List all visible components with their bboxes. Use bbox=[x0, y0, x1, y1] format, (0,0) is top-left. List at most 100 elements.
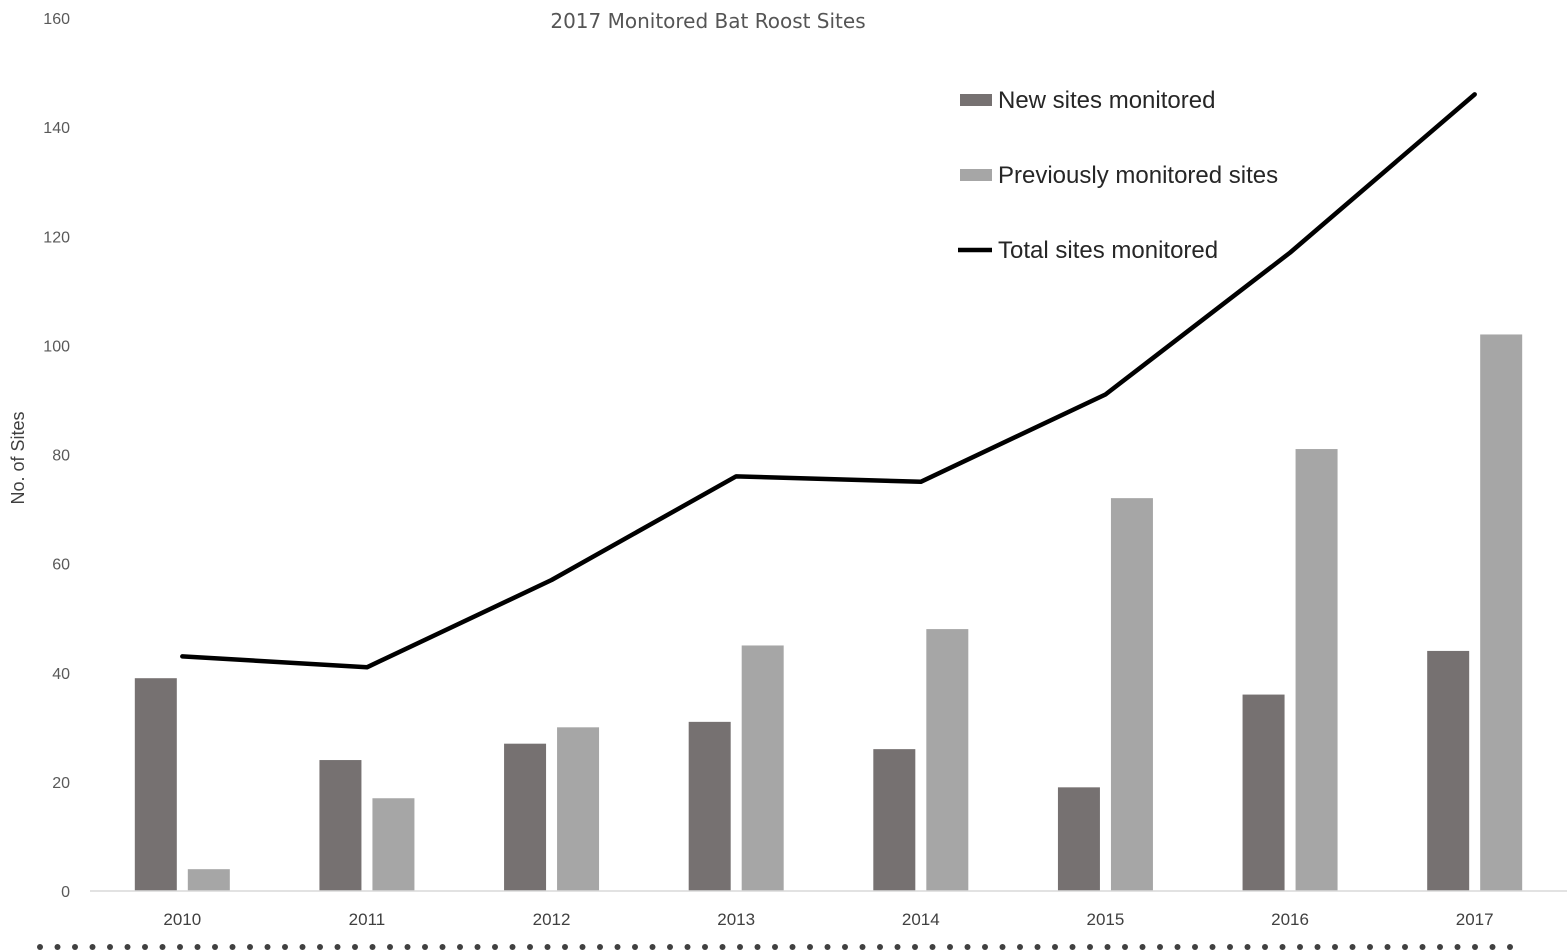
y-tick-label: 100 bbox=[43, 338, 70, 355]
border-dot bbox=[159, 944, 166, 950]
legend-label: Previously monitored sites bbox=[998, 162, 1278, 189]
border-dot bbox=[1489, 944, 1496, 950]
bar-new-2014 bbox=[873, 749, 916, 891]
y-axis-ticks: 0 20 40 60 80 100 120 140 160 bbox=[43, 11, 70, 901]
border-dot bbox=[684, 944, 691, 950]
chart-title: 2017 Monitored Bat Roost Sites bbox=[550, 9, 865, 33]
x-tick-label: 2014 bbox=[902, 910, 940, 929]
y-tick-label: 120 bbox=[43, 229, 70, 246]
border-dot bbox=[912, 944, 918, 950]
border-dot bbox=[1174, 944, 1181, 950]
bar-previous-2011 bbox=[372, 798, 415, 891]
bar-new-2016 bbox=[1242, 694, 1285, 891]
bar-previous-2017 bbox=[1480, 334, 1523, 891]
border-dot bbox=[789, 944, 796, 950]
border-dot bbox=[1507, 944, 1513, 950]
border-dot bbox=[772, 944, 778, 950]
bar-previous-2016 bbox=[1295, 449, 1338, 891]
line-total-sites bbox=[180, 92, 1477, 670]
border-dot bbox=[1349, 944, 1356, 950]
y-axis-label: No. of Sites bbox=[8, 411, 28, 504]
border-dot bbox=[737, 944, 743, 950]
decorative-dotted-border bbox=[37, 944, 1513, 950]
bar-new-2011 bbox=[319, 760, 362, 891]
border-dot bbox=[37, 944, 43, 950]
y-tick-label: 160 bbox=[43, 11, 70, 28]
border-dot bbox=[1017, 944, 1023, 950]
border-dot bbox=[1437, 944, 1443, 950]
bar-previous-2010 bbox=[187, 869, 230, 891]
border-dot bbox=[317, 944, 323, 950]
border-dot bbox=[842, 944, 848, 950]
border-dot bbox=[509, 944, 516, 950]
legend-swatch bbox=[960, 94, 992, 106]
legend-swatch bbox=[960, 169, 992, 181]
bar-previous-2013 bbox=[741, 645, 784, 891]
x-tick-label: 2016 bbox=[1271, 910, 1309, 929]
border-dot bbox=[194, 944, 201, 950]
border-dot bbox=[229, 944, 236, 950]
x-axis-ticks: 2010 2011 2012 2013 2014 2015 2016 2017 bbox=[163, 910, 1493, 929]
x-tick-label: 2010 bbox=[163, 910, 201, 929]
bars-group bbox=[134, 334, 1523, 891]
x-tick-label: 2015 bbox=[1087, 910, 1125, 929]
legend-label: New sites monitored bbox=[998, 87, 1215, 114]
border-dot bbox=[247, 944, 253, 950]
border-dot bbox=[1279, 944, 1286, 950]
border-dot bbox=[422, 944, 428, 950]
border-dot bbox=[824, 944, 831, 950]
border-dot bbox=[1104, 944, 1111, 950]
border-dot bbox=[369, 944, 376, 950]
border-dot bbox=[1069, 944, 1076, 950]
border-dot bbox=[334, 944, 341, 950]
bar-new-2017 bbox=[1427, 650, 1470, 891]
bar-new-2012 bbox=[504, 743, 547, 891]
border-dot bbox=[1472, 944, 1478, 950]
bar-new-2010 bbox=[134, 678, 177, 891]
x-tick-label: 2012 bbox=[533, 910, 571, 929]
border-dot bbox=[1384, 944, 1391, 950]
border-dot bbox=[1122, 944, 1128, 950]
border-dot bbox=[614, 944, 621, 950]
border-dot bbox=[1367, 944, 1373, 950]
border-dot bbox=[264, 944, 271, 950]
y-tick-label: 140 bbox=[43, 120, 70, 137]
lines-group bbox=[180, 92, 1477, 670]
border-dot bbox=[719, 944, 726, 950]
border-dot bbox=[947, 944, 953, 950]
border-dot bbox=[1402, 944, 1408, 950]
bar-previous-2015 bbox=[1110, 498, 1153, 891]
border-dot bbox=[124, 944, 131, 950]
border-dot bbox=[667, 944, 673, 950]
y-tick-label: 80 bbox=[52, 448, 70, 465]
y-tick-label: 40 bbox=[52, 666, 70, 683]
bar-previous-2012 bbox=[557, 727, 600, 891]
border-dot bbox=[562, 944, 568, 950]
border-dot bbox=[1139, 944, 1146, 950]
border-dot bbox=[107, 944, 113, 950]
y-tick-label: 60 bbox=[52, 557, 70, 574]
border-dot bbox=[702, 944, 708, 950]
border-dot bbox=[1332, 944, 1338, 950]
x-tick-label: 2013 bbox=[717, 910, 755, 929]
border-dot bbox=[404, 944, 411, 950]
border-dot bbox=[142, 944, 148, 950]
border-dot bbox=[527, 944, 533, 950]
border-dot bbox=[894, 944, 901, 950]
border-dot bbox=[1052, 944, 1058, 950]
legend: New sites monitored Previously monitored … bbox=[958, 87, 1278, 264]
border-dot bbox=[1297, 944, 1303, 950]
border-dot bbox=[299, 944, 306, 950]
legend-label: Total sites monitored bbox=[998, 237, 1218, 264]
border-dot bbox=[492, 944, 498, 950]
y-tick-label: 20 bbox=[52, 775, 70, 792]
border-dot bbox=[439, 944, 446, 950]
bar-previous-2014 bbox=[926, 629, 969, 891]
border-dot bbox=[1157, 944, 1163, 950]
border-dot bbox=[352, 944, 358, 950]
border-dot bbox=[859, 944, 866, 950]
border-dot bbox=[999, 944, 1006, 950]
border-dot bbox=[177, 944, 183, 950]
border-dot bbox=[544, 944, 551, 950]
